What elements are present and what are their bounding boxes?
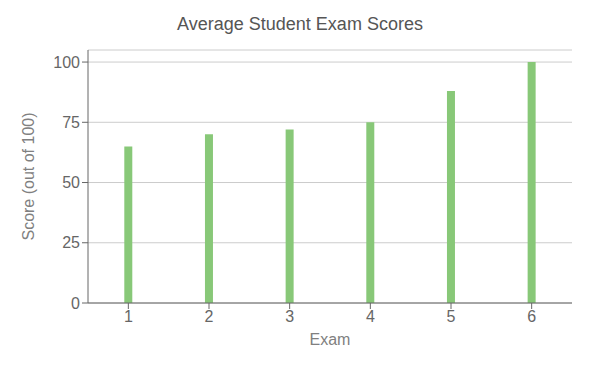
svg-text:0: 0	[71, 295, 80, 312]
svg-text:6: 6	[527, 308, 536, 325]
svg-text:5: 5	[447, 308, 456, 325]
svg-text:2: 2	[205, 308, 214, 325]
svg-text:3: 3	[285, 308, 294, 325]
svg-text:Exam: Exam	[310, 331, 351, 348]
svg-text:25: 25	[62, 234, 80, 251]
svg-text:Score (out of 100): Score (out of 100)	[20, 112, 37, 240]
svg-text:100: 100	[53, 54, 80, 71]
svg-text:75: 75	[62, 114, 80, 131]
html-text:Average Student Exam Scores: Average Student Exam Scores	[177, 14, 423, 34]
svg-text:50: 50	[62, 174, 80, 191]
svg-text:4: 4	[366, 308, 375, 325]
svg-text:1: 1	[124, 308, 133, 325]
